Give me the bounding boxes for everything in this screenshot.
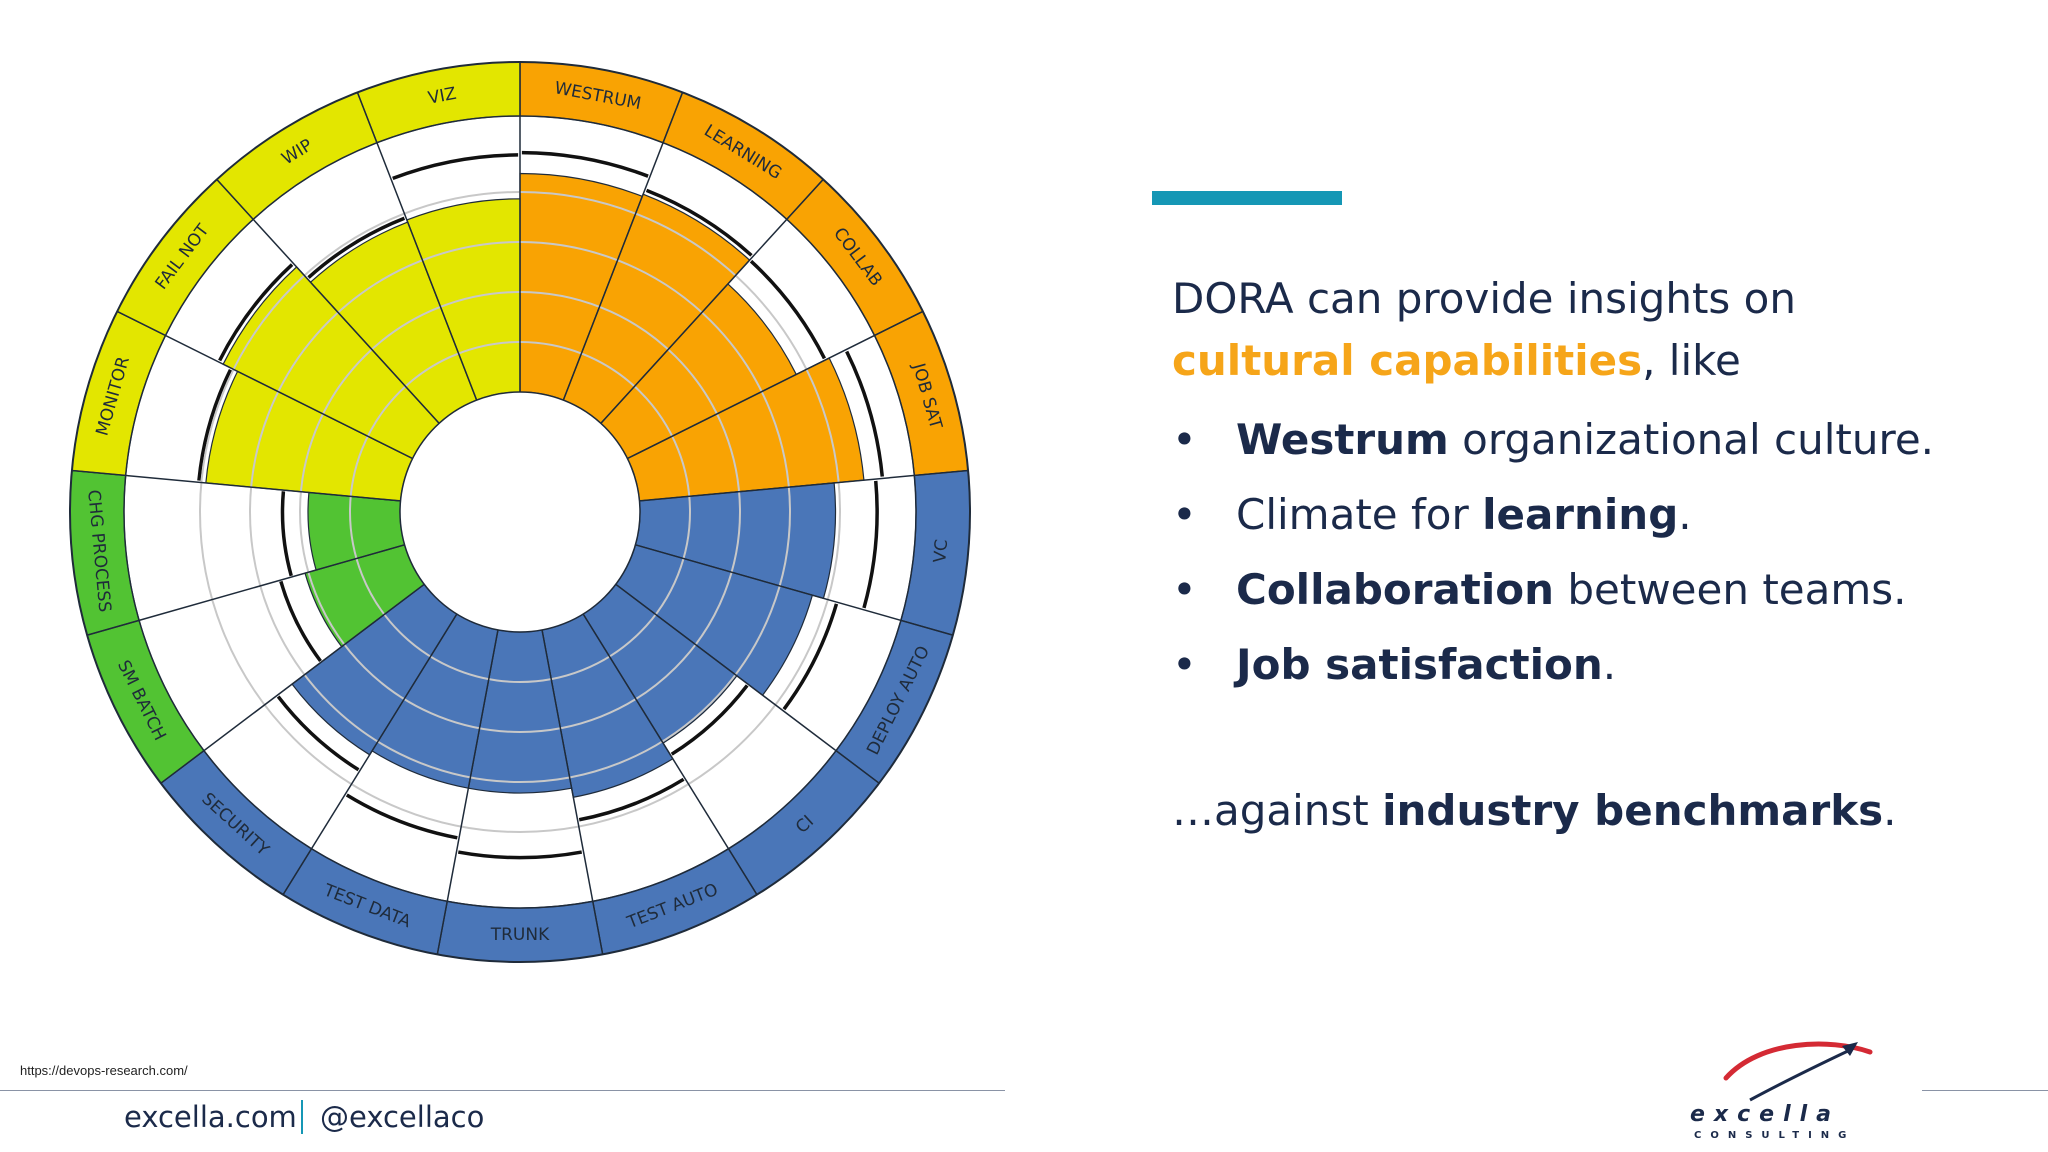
bullet-pre: Climate for [1236, 490, 1483, 539]
spoke-line [436, 629, 499, 955]
benchmark-arc-test-auto [578, 777, 685, 822]
spoke-line [116, 310, 413, 460]
footer-website[interactable]: excella.com [124, 1100, 297, 1134]
accent-bar [1152, 191, 1342, 205]
spoke-line [86, 544, 405, 636]
benchmark-arc-job-sat [845, 350, 885, 477]
closing-line: …against industry benchmarks. [1172, 780, 2032, 842]
center-hole [399, 391, 641, 633]
logo-wordmark: excella [1690, 1102, 1841, 1127]
intro-line-2: cultural capabilities, like [1172, 330, 2032, 392]
spoke-line [562, 92, 684, 401]
spoke-line [600, 178, 824, 424]
benchmark-arc-security [276, 695, 360, 772]
bullet-post: organizational culture. [1448, 415, 1935, 464]
segment-label: TRUNK [490, 925, 550, 945]
spoke-line [282, 613, 458, 895]
intro-line-1: DORA can provide insights on [1172, 274, 1796, 323]
spoke-line [615, 583, 880, 784]
benchmark-arc-wip [307, 216, 406, 279]
bullet-post: . [1602, 640, 1617, 689]
benchmark-arc-vc [862, 480, 879, 609]
cultural-capabilities-highlight: cultural capabilities [1172, 336, 1643, 385]
footer-divider [1922, 1090, 2048, 1091]
footer-separator [301, 1100, 303, 1134]
footer-social-handle[interactable]: @excellaco [320, 1100, 485, 1134]
spoke-line [627, 310, 924, 460]
benchmark-arc-westrum [521, 150, 649, 178]
spoke-line [160, 583, 425, 784]
industry-benchmarks: industry benchmarks [1382, 786, 1884, 835]
benchmark-arc-sm-batch [279, 580, 322, 663]
bullet-bold: Job satisfaction [1236, 640, 1603, 689]
bullet-job-satisfaction: • Job satisfaction. [1172, 627, 2032, 702]
segment-label: VC [930, 538, 952, 563]
spoke-line [635, 544, 954, 636]
bullet-marker: • [1172, 415, 1197, 464]
logo-subtitle: CONSULTING [1694, 1130, 1856, 1141]
benchmark-arc-deploy-auto [782, 603, 839, 711]
benchmark-arc-learning [645, 188, 753, 257]
capabilities-list: • Westrum organizational culture. • Climat… [1172, 402, 2032, 702]
bullet-marker: • [1172, 565, 1197, 614]
bullet-westrum: • Westrum organizational culture. [1172, 402, 2032, 477]
bullet-bold: Westrum [1236, 415, 1449, 464]
benchmark-arc-monitor [197, 368, 233, 481]
bullet-bold: learning [1482, 490, 1679, 539]
bullet-collaboration: • Collaboration between teams. [1172, 552, 2032, 627]
ring-inner-outline [123, 115, 917, 909]
intro-line-2-rest: , like [1642, 336, 1741, 385]
spoke-line [639, 469, 969, 502]
source-url[interactable]: https://devops-research.com/ [20, 1063, 188, 1078]
dora-capabilities-wheel: WESTRUM LEARNING COLLAB JOB SAT VC DEPLOY AUT… [30, 22, 1010, 1002]
bullet-post: between teams. [1554, 565, 1907, 614]
spoke-line [356, 92, 478, 401]
spoke-line [216, 178, 440, 424]
bullet-post: . [1678, 490, 1692, 539]
bullet-bold: Collaboration [1236, 565, 1555, 614]
outer-outline [69, 61, 971, 963]
spoke-line [541, 629, 604, 955]
excella-logo: excella CONSULTING [1680, 1028, 1880, 1152]
bullet-marker: • [1172, 640, 1197, 689]
logo-swoosh-icon [1723, 1041, 1873, 1102]
benchmark-arc-test-data [345, 793, 458, 840]
bullet-marker: • [1172, 490, 1197, 539]
spoke-line [582, 613, 758, 895]
closing-pre: …against [1172, 786, 1383, 835]
bullet-learning: • Climate for learning. [1172, 477, 2032, 552]
closing-post: . [1883, 786, 1897, 835]
benchmark-arc-collab [749, 259, 827, 360]
benchmark-arc-trunk [457, 850, 583, 860]
footer-divider [0, 1090, 1005, 1091]
text-block: DORA can provide insights on cultural ca… [1172, 268, 2032, 842]
benchmark-arc-ci [670, 684, 749, 756]
benchmark-arc-chg-process [280, 491, 293, 577]
spoke-line [71, 469, 401, 502]
benchmark-arc-fail-not [218, 263, 294, 362]
benchmark-arc-viz [392, 153, 519, 180]
